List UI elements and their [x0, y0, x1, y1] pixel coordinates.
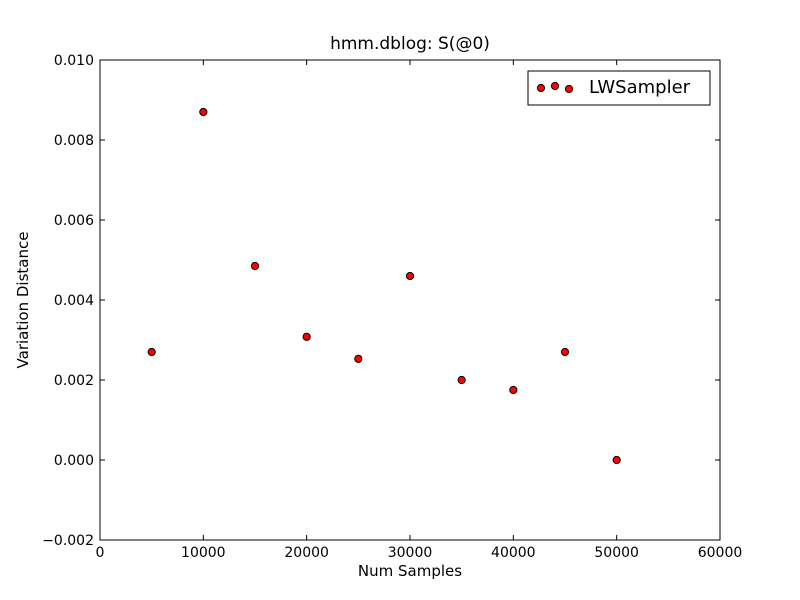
data-point [199, 107, 208, 117]
y-tick-label: −0.002 [42, 533, 94, 549]
data-point [560, 347, 570, 357]
plot-frame [99, 59, 721, 541]
y-tick-label: 0.008 [54, 133, 94, 149]
x-tick-label: 30000 [388, 545, 433, 561]
x-tick-label: 60000 [698, 545, 743, 561]
x-tick-label: 0 [96, 545, 105, 561]
x-tick-label: 10000 [181, 545, 226, 561]
data-point [147, 347, 156, 357]
data-point [302, 332, 311, 341]
data-point [250, 261, 260, 271]
legend-marker [564, 84, 574, 94]
data-point [509, 385, 518, 395]
y-tick-label: 0.010 [54, 53, 94, 69]
y-tick-label: 0.004 [54, 293, 94, 309]
legend: LWSampler [527, 70, 711, 106]
y-tick-label: 0.002 [54, 373, 94, 389]
data-point [612, 455, 621, 465]
chart-title: hmm.dblog: S(@0) [330, 34, 490, 54]
data-point [354, 354, 363, 363]
x-axis-label: Num Samples [358, 562, 462, 580]
axis-ticks: 0 10000 20000 30000 40000 50000 60000 −0.002 0.0… [42, 53, 742, 561]
data-point [405, 271, 415, 281]
legend-marker [536, 83, 546, 93]
data-point [457, 375, 466, 385]
legend-label: LWSampler [589, 77, 691, 98]
y-tick-label: 0.006 [54, 213, 94, 229]
legend-marker [550, 81, 560, 91]
y-tick-label: 0.000 [54, 453, 94, 469]
y-axis-label: Variation Distance [14, 232, 32, 369]
legend-markers [536, 81, 574, 94]
data-points [147, 107, 621, 465]
x-tick-label: 20000 [284, 545, 329, 561]
x-tick-label: 40000 [491, 545, 536, 561]
x-tick-label: 50000 [594, 545, 639, 561]
